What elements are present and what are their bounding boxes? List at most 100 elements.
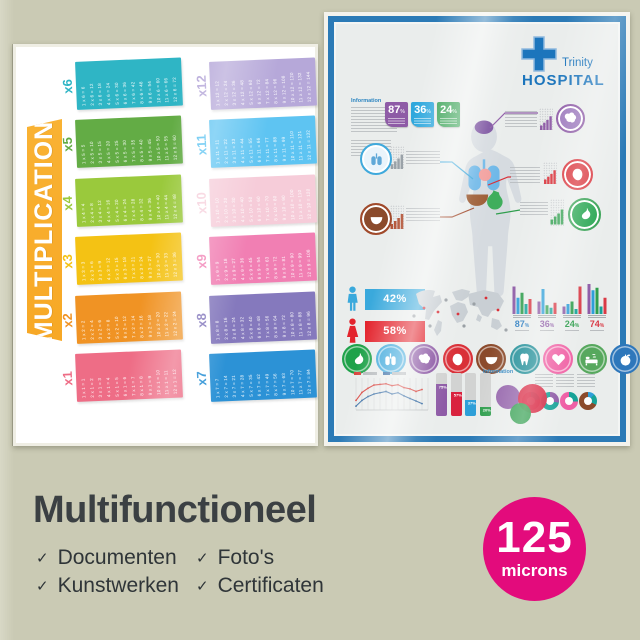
mult-table-tile: 1 x 11 = 11 2 x 11 = 22 3 x 11 = 33 4 x 11 … bbox=[209, 115, 317, 169]
mult-equation: 9 x 7 = 63 bbox=[280, 372, 287, 396]
mult-equation: 10 x 11 = 110 bbox=[288, 131, 296, 162]
mult-equation: 3 x 10 = 30 bbox=[230, 196, 237, 223]
placeholder-paragraph bbox=[520, 202, 548, 217]
mini-bar-group: 87% bbox=[512, 284, 532, 331]
check-icon: ✓ bbox=[36, 577, 49, 595]
mult-equation: 7 x 2 = 14 bbox=[130, 315, 137, 338]
donut-chart bbox=[579, 392, 597, 410]
mult-equation: 10 x 10 = 100 bbox=[288, 188, 296, 220]
mult-equation: 8 x 6 = 48 bbox=[138, 81, 145, 104]
mult-equation: 6 x 6 = 36 bbox=[121, 81, 128, 105]
mult-equation: 6 x 8 = 48 bbox=[255, 315, 262, 339]
mult-table-row-x11: x11 1 x 11 = 11 2 x 11 = 22 3 x 11 = 33 4 x … bbox=[193, 115, 317, 169]
mult-equation: 3 x 4 = 12 bbox=[97, 199, 104, 223]
mult-equation: 4 x 6 = 24 bbox=[105, 82, 112, 106]
brain-organ bbox=[474, 120, 494, 134]
mult-equation: 3 x 6 = 18 bbox=[97, 82, 104, 106]
mult-equation: 3 x 5 = 15 bbox=[97, 141, 104, 164]
feature-item-documenten: ✓ Documenten bbox=[36, 546, 177, 570]
mult-equation: 2 x 7 = 14 bbox=[222, 375, 229, 398]
placeholder-paragraph bbox=[510, 167, 540, 183]
female-icon bbox=[346, 318, 359, 343]
mult-equation: 7 x 10 = 70 bbox=[264, 195, 271, 221]
line-chart-legend bbox=[354, 372, 430, 375]
thickness-badge: 125 microns bbox=[483, 497, 586, 601]
mult-equation: 12 x 7 = 84 bbox=[305, 368, 312, 395]
mult-equation: 7 x 9 = 63 bbox=[264, 256, 271, 280]
mult-equation: 8 x 4 = 32 bbox=[138, 197, 145, 221]
heart-circle bbox=[543, 344, 573, 374]
check-icon: ✓ bbox=[196, 549, 209, 567]
mult-equation: 5 x 11 = 55 bbox=[247, 138, 254, 164]
bed-icon bbox=[585, 353, 598, 365]
mult-equation: 4 x 1 = 4 bbox=[105, 377, 112, 398]
progress-track: 37% bbox=[465, 373, 476, 416]
mult-equation: 1 x 4 = 4 bbox=[80, 203, 87, 223]
brain-icon bbox=[564, 112, 577, 123]
mult-equation: 5 x 7 = 35 bbox=[247, 374, 254, 397]
mult-equation: 7 x 5 = 35 bbox=[130, 139, 137, 163]
placeholder-paragraph bbox=[505, 111, 537, 128]
mult-equation: 7 x 7 = 49 bbox=[264, 373, 271, 397]
mult-equation: 6 x 11 = 66 bbox=[255, 137, 262, 163]
tooth-icon bbox=[520, 352, 529, 365]
feature-item-kunstwerken: ✓ Kunstwerken bbox=[36, 574, 179, 598]
mult-equation: 4 x 2 = 8 bbox=[105, 318, 112, 339]
placeholder-paragraph bbox=[577, 374, 595, 388]
mult-equation: 8 x 8 = 64 bbox=[272, 314, 279, 338]
mult-equation: 6 x 4 = 24 bbox=[121, 198, 128, 222]
percentage-badge: 87% bbox=[385, 102, 408, 127]
heart-organ-body bbox=[478, 168, 492, 182]
placeholder-paragraph bbox=[556, 374, 574, 388]
mini-bar-group: 24% bbox=[562, 284, 582, 331]
brain-circle bbox=[409, 344, 439, 374]
mult-table-row-x10: x10 1 x 10 = 10 2 x 10 = 20 3 x 10 = 30 4 x … bbox=[193, 174, 317, 227]
mult-equation: 8 x 2 = 16 bbox=[138, 314, 145, 338]
heart-organ-icon bbox=[452, 353, 463, 365]
liver-icon bbox=[370, 216, 382, 224]
mult-equation: 12 x 10 = 120 bbox=[305, 188, 312, 220]
mult-equation: 8 x 1 = 8 bbox=[138, 375, 145, 396]
progress-track: 20% bbox=[479, 373, 491, 416]
mult-equation: 7 x 8 = 56 bbox=[264, 315, 271, 338]
mult-table-label: x9 bbox=[193, 253, 210, 269]
mult-equation: 8 x 5 = 40 bbox=[138, 139, 145, 163]
mult-equation: 2 x 2 = 4 bbox=[88, 319, 95, 340]
feature-label: Kunstwerken bbox=[57, 574, 179, 597]
lungs-icon bbox=[370, 152, 382, 165]
mult-equation: 3 x 11 = 33 bbox=[230, 138, 237, 164]
mult-equation: 1 x 10 = 10 bbox=[214, 197, 221, 223]
mult-equation: 2 x 4 = 8 bbox=[88, 202, 95, 223]
mult-equation: 8 x 12 = 96 bbox=[272, 78, 279, 104]
mult-table-label: x10 bbox=[193, 191, 210, 215]
mult-equation: 11 x 4 = 44 bbox=[163, 194, 170, 220]
mult-equation: 12 x 3 = 36 bbox=[171, 252, 178, 278]
mult-equation: 11 x 9 = 99 bbox=[297, 252, 304, 278]
mult-equation: 1 x 7 = 7 bbox=[214, 378, 221, 399]
mult-equation: 11 x 5 = 55 bbox=[163, 136, 170, 162]
mult-equation: 5 x 4 = 20 bbox=[113, 198, 120, 222]
mult-equation: 2 x 11 = 22 bbox=[222, 139, 229, 165]
mult-equation: 2 x 5 = 10 bbox=[88, 141, 95, 165]
mult-equation: 3 x 12 = 36 bbox=[230, 80, 237, 106]
mult-equation: 10 x 3 = 30 bbox=[155, 252, 162, 279]
mult-equation: 8 x 3 = 24 bbox=[138, 256, 145, 279]
mult-equation: 1 x 5 = 5 bbox=[80, 144, 87, 165]
mult-equation: 9 x 10 = 90 bbox=[280, 194, 287, 221]
mult-equation: 9 x 11 = 99 bbox=[280, 136, 287, 162]
mult-equation: 1 x 2 = 2 bbox=[80, 319, 87, 340]
mult-equation: 3 x 2 = 6 bbox=[97, 319, 104, 340]
mult-equation: 8 x 9 = 72 bbox=[272, 256, 279, 279]
